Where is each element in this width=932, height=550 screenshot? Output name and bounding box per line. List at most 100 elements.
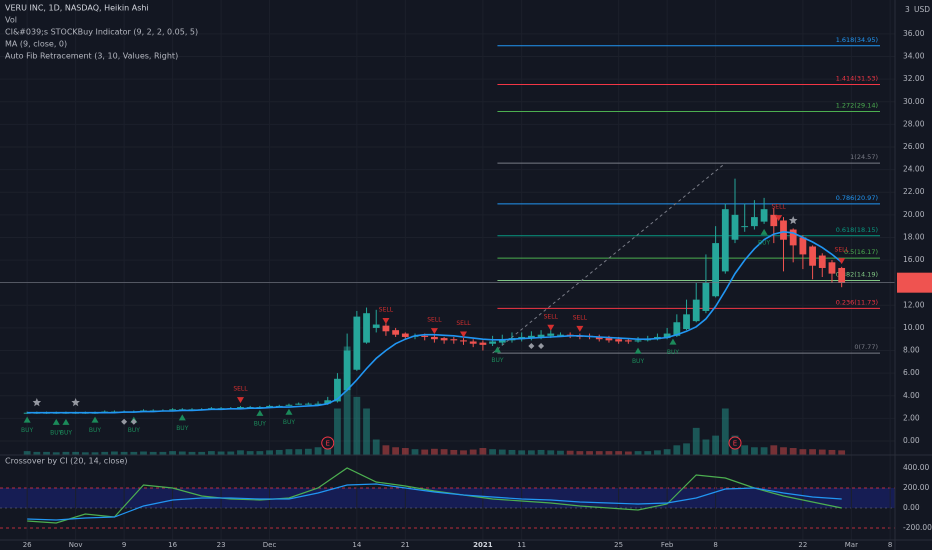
candle-body [605, 338, 613, 341]
fib-label: 0.618(18.15) [836, 226, 878, 234]
candle-body [314, 403, 322, 405]
signal-label: SELL [544, 313, 559, 320]
volume-bar [217, 451, 225, 455]
signal-label: BUY [283, 419, 296, 426]
fib-label: 1(24.57) [850, 153, 878, 161]
candle-body [353, 316, 361, 370]
volume-bar [149, 451, 157, 455]
candle-body [431, 336, 438, 340]
signal-arrow [178, 414, 186, 421]
event-label: E [733, 440, 737, 448]
candle-body [683, 314, 690, 330]
signal-arrow [91, 416, 99, 423]
volume-bar [576, 451, 584, 455]
signal-label: BUY [758, 239, 771, 246]
signal-arrow [634, 347, 642, 354]
candle-body [324, 400, 332, 404]
candle-body [731, 214, 739, 240]
signal-arrow [382, 317, 390, 324]
y-tick-label: 0.00 [903, 503, 920, 512]
y-tick-label: 2.00 [903, 413, 920, 422]
candle-body [169, 409, 176, 411]
volume-bar [343, 346, 351, 455]
volume-bar [537, 449, 545, 455]
y-tick-label: 16.00 [903, 255, 925, 264]
signal-label: BUY [128, 427, 141, 434]
volume-bar [624, 451, 632, 455]
signal-arrow [23, 416, 31, 423]
volume-bar [615, 451, 623, 455]
signal-arrow [493, 346, 501, 353]
signal-label: SELL [456, 320, 471, 327]
candle-body [789, 229, 797, 246]
candle-body [692, 299, 700, 322]
volume-bar [237, 450, 244, 455]
volume-bar [440, 449, 448, 455]
volume-bar [518, 450, 526, 455]
volume-bar [23, 451, 31, 455]
candle-body [343, 350, 351, 391]
candle-body [363, 313, 370, 343]
signal-label: BUY [89, 427, 102, 434]
x-tick-label: Feb [661, 541, 674, 549]
signal-label: BUY [254, 420, 267, 427]
y-tick-label: 32.00 [903, 74, 925, 83]
signal-arrow [760, 228, 768, 235]
signal-label: BUY [176, 425, 189, 432]
volume-bar [72, 451, 80, 455]
candle-body [595, 336, 603, 340]
volume-bar [91, 452, 99, 455]
signal-label: SELL [835, 247, 850, 254]
indicator-line [27, 483, 842, 521]
volume-bar [52, 452, 60, 455]
currency-label: USD [914, 5, 930, 14]
candle-body [237, 407, 244, 409]
grid [0, 487, 895, 529]
volume-bar [275, 449, 283, 455]
y-tick-label: 6.00 [903, 368, 920, 377]
symbol-title: VERU INC, 1D, NASDAQ, Heikin Ashi [5, 4, 149, 13]
candle-body [479, 342, 487, 345]
volume-bar [838, 450, 846, 455]
y-tick-label: 24.00 [903, 165, 925, 174]
volume-bar [285, 449, 293, 455]
fib-label: 0.236(11.73) [836, 298, 878, 306]
y-tick-label: 4.00 [903, 391, 920, 400]
volume-bar [654, 450, 661, 455]
x-tick-label: Nov [69, 541, 83, 549]
candle-body [285, 404, 293, 406]
volume-bar [314, 447, 322, 455]
volume-bar [256, 451, 264, 455]
signal-arrow [236, 397, 244, 404]
volume-bar [431, 448, 438, 455]
candle-body [557, 334, 564, 336]
candle-body [741, 226, 749, 228]
signal-arrow [430, 328, 438, 335]
signal-arrow [52, 418, 60, 425]
volume-bar [828, 449, 836, 455]
volume-bar [702, 439, 710, 455]
volume-bar [498, 449, 506, 455]
candle-body [372, 324, 380, 328]
x-tick-label: 23 [217, 541, 226, 549]
candle-body [547, 333, 555, 336]
signal-label: BUY [21, 427, 34, 434]
x-tick-label: 8 [713, 541, 717, 549]
volume-bar [334, 408, 341, 455]
candle-body [382, 325, 390, 332]
y-tick-label: 400.00 [903, 463, 929, 472]
candle-body [780, 220, 787, 240]
marker-diamond [528, 342, 535, 349]
signal-label: SELL [573, 314, 588, 321]
last-price-tag [897, 272, 932, 293]
signal-arrow [256, 409, 264, 416]
candle-body [460, 340, 467, 342]
volume-bar [227, 451, 235, 455]
marker-star [32, 398, 42, 407]
volume-bar [508, 449, 516, 455]
indicator-title: Crossover by CI (20, 14, close) [5, 457, 128, 466]
volume-bar [799, 449, 807, 455]
volume-bar [818, 449, 826, 455]
volume-bar [266, 450, 273, 455]
candle-body [770, 214, 778, 227]
